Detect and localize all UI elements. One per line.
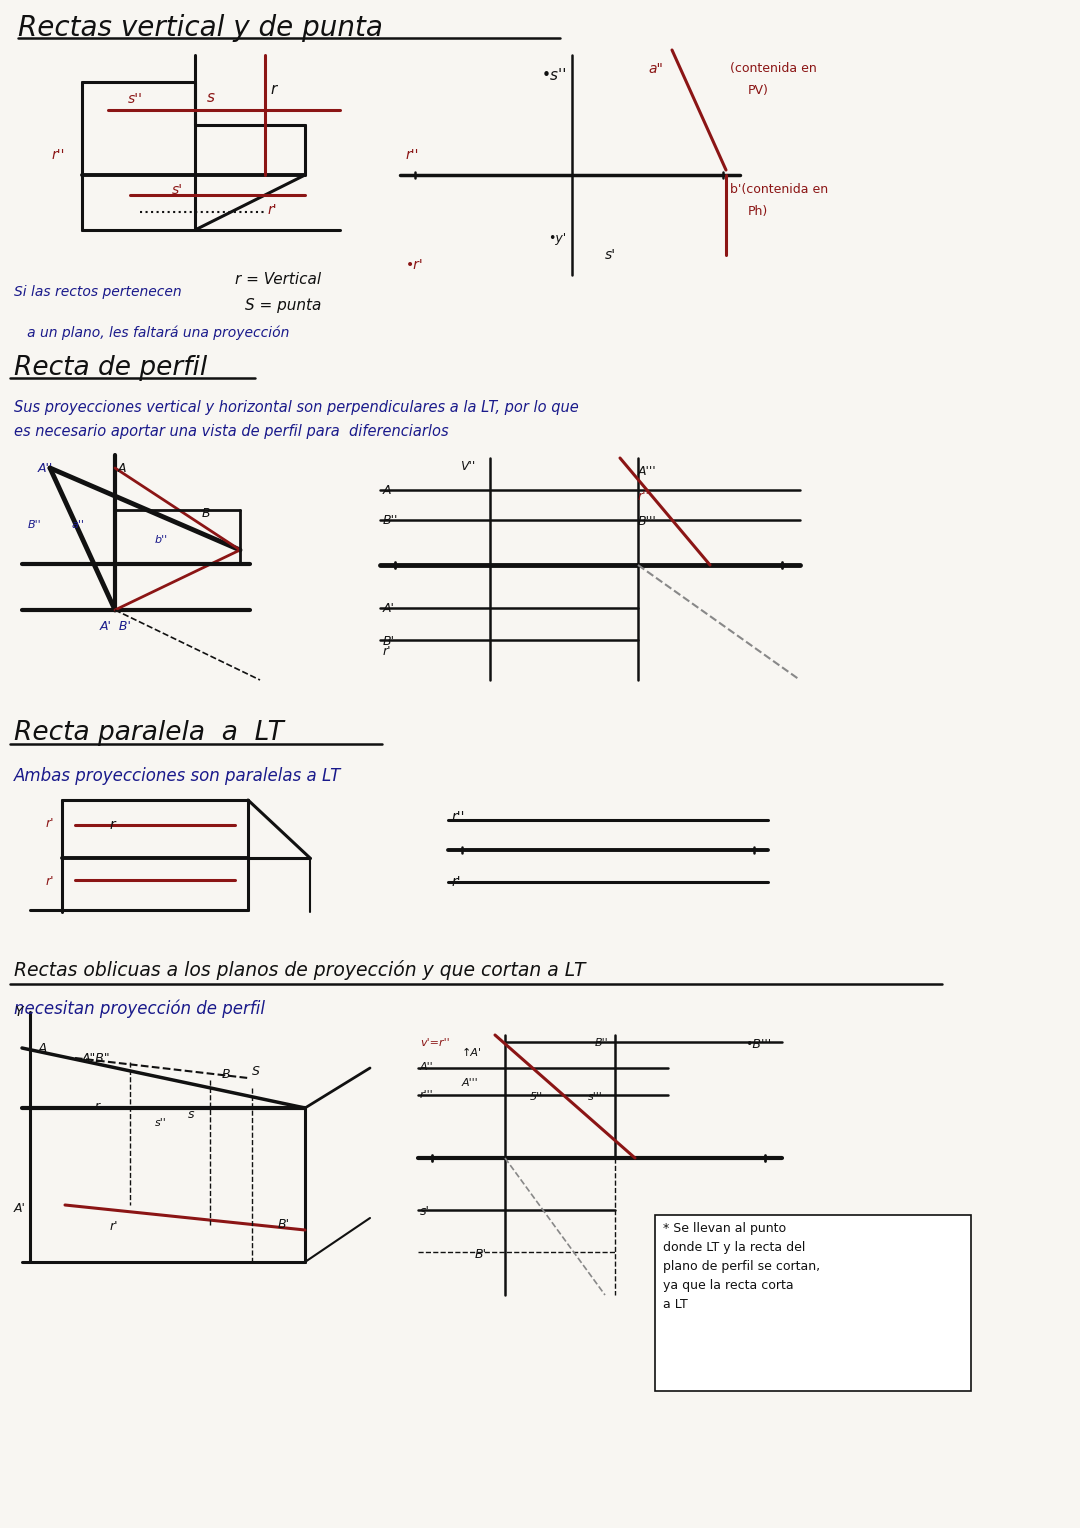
Text: A'': A'' bbox=[38, 461, 53, 475]
Text: Ambas proyecciones son paralelas a LT: Ambas proyecciones son paralelas a LT bbox=[14, 767, 341, 785]
Text: A'  B': A' B' bbox=[100, 620, 132, 633]
Text: A': A' bbox=[14, 1203, 26, 1215]
Text: necesitan proyección de perfil: necesitan proyección de perfil bbox=[14, 999, 265, 1019]
Text: B'': B'' bbox=[28, 520, 42, 530]
Text: v'=r'': v'=r'' bbox=[420, 1038, 449, 1048]
Text: s: s bbox=[188, 1108, 194, 1122]
Text: s'': s'' bbox=[156, 1118, 166, 1128]
Text: •r': •r' bbox=[406, 258, 423, 272]
Text: s''': s''' bbox=[588, 1093, 603, 1102]
Text: s': s' bbox=[605, 248, 616, 261]
Text: B'': B'' bbox=[383, 513, 399, 527]
Text: s': s' bbox=[420, 1206, 430, 1218]
Text: (contenida en: (contenida en bbox=[730, 63, 816, 75]
Text: A‐: A‐ bbox=[383, 484, 396, 497]
Text: a un plano, les faltará una proyección: a un plano, les faltará una proyección bbox=[14, 325, 289, 341]
Text: Recta de perfil: Recta de perfil bbox=[14, 354, 207, 380]
Text: s'': s'' bbox=[129, 92, 143, 105]
Text: B'': B'' bbox=[595, 1038, 609, 1048]
Text: B': B' bbox=[383, 636, 395, 648]
Text: V'': V'' bbox=[460, 460, 475, 474]
Text: r'': r'' bbox=[406, 148, 419, 162]
Text: es necesario aportar una vista de perfil para  diferenciarlos: es necesario aportar una vista de perfil… bbox=[14, 423, 448, 439]
Text: b'': b'' bbox=[156, 535, 168, 545]
Text: b'(contenida en: b'(contenida en bbox=[730, 183, 828, 196]
Text: •s'': •s'' bbox=[542, 69, 567, 83]
Text: r': r' bbox=[268, 203, 278, 217]
Text: ↑A': ↑A' bbox=[462, 1048, 482, 1057]
Text: A''': A''' bbox=[462, 1077, 478, 1088]
Text: B''': B''' bbox=[638, 515, 657, 529]
Text: r'': r'' bbox=[638, 490, 650, 503]
Text: r = Vertical: r = Vertical bbox=[235, 272, 321, 287]
Text: s: s bbox=[207, 90, 215, 105]
Text: a'': a'' bbox=[72, 520, 85, 530]
Text: Rectas vertical y de punta: Rectas vertical y de punta bbox=[18, 14, 383, 41]
Text: A: A bbox=[118, 461, 126, 475]
Text: PV): PV) bbox=[748, 84, 769, 96]
Text: r'': r'' bbox=[453, 810, 465, 824]
Text: Ph): Ph) bbox=[748, 205, 768, 219]
Text: Rectas oblicuas a los planos de proyección y que cortan a LT: Rectas oblicuas a los planos de proyecci… bbox=[14, 960, 585, 979]
Text: r: r bbox=[95, 1100, 100, 1112]
Text: Y: Y bbox=[14, 1005, 23, 1019]
Text: r''': r''' bbox=[420, 1089, 434, 1100]
Text: r': r' bbox=[383, 645, 391, 659]
Text: r': r' bbox=[46, 876, 54, 888]
Text: Si las rectos pertenecen: Si las rectos pertenecen bbox=[14, 286, 181, 299]
Text: A"B": A"B" bbox=[82, 1051, 110, 1065]
Text: A''': A''' bbox=[638, 465, 657, 478]
Text: A: A bbox=[38, 1042, 48, 1056]
Text: A': A' bbox=[383, 602, 395, 614]
Text: r: r bbox=[270, 83, 276, 96]
Text: r': r' bbox=[453, 876, 461, 889]
Text: B: B bbox=[222, 1068, 231, 1080]
Text: B': B' bbox=[278, 1218, 291, 1232]
Text: S: S bbox=[252, 1065, 260, 1077]
Text: B': B' bbox=[475, 1248, 487, 1261]
Text: * Se llevan al punto
donde LT y la recta del
plano de perfil se cortan,
ya que l: * Se llevan al punto donde LT y la recta… bbox=[663, 1222, 820, 1311]
Text: r': r' bbox=[110, 1219, 119, 1233]
Text: •y': •y' bbox=[548, 232, 566, 244]
Text: s': s' bbox=[172, 183, 184, 197]
Text: r: r bbox=[110, 817, 116, 833]
Text: A'': A'' bbox=[420, 1062, 434, 1073]
Text: r': r' bbox=[46, 817, 54, 830]
Text: Recta paralela  a  LT: Recta paralela a LT bbox=[14, 720, 284, 746]
Text: 5'': 5'' bbox=[530, 1093, 543, 1102]
Text: S = punta: S = punta bbox=[245, 298, 322, 313]
FancyBboxPatch shape bbox=[654, 1215, 971, 1390]
Text: a": a" bbox=[648, 63, 663, 76]
Text: •B''': •B''' bbox=[745, 1038, 771, 1051]
Text: Sus proyecciones vertical y horizontal son perpendiculares a la LT, por lo que: Sus proyecciones vertical y horizontal s… bbox=[14, 400, 579, 416]
Text: B: B bbox=[202, 507, 211, 520]
Text: r'': r'' bbox=[52, 148, 66, 162]
